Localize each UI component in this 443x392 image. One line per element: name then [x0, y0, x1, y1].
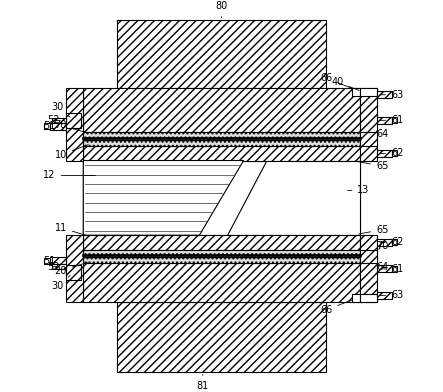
Bar: [66, 235, 83, 303]
Bar: [83, 263, 360, 303]
Text: 66: 66: [320, 300, 353, 315]
Text: 61: 61: [380, 264, 403, 274]
Bar: [377, 91, 392, 98]
Bar: [44, 123, 51, 129]
Bar: [83, 88, 360, 132]
Bar: [360, 235, 377, 303]
Bar: [352, 88, 360, 96]
Bar: [83, 132, 360, 145]
Text: 52: 52: [47, 115, 60, 125]
Bar: [377, 239, 392, 246]
Text: 10: 10: [55, 145, 88, 160]
Text: 63: 63: [380, 290, 403, 300]
Text: 81: 81: [197, 374, 209, 391]
Bar: [66, 113, 81, 128]
Bar: [392, 117, 397, 123]
Text: 11: 11: [55, 223, 88, 236]
Text: 62: 62: [380, 149, 403, 158]
Bar: [360, 88, 377, 160]
Text: 64: 64: [376, 262, 388, 272]
Bar: [360, 250, 377, 263]
Bar: [392, 266, 397, 272]
Bar: [392, 240, 397, 245]
Bar: [44, 258, 51, 264]
Bar: [392, 151, 397, 156]
Bar: [377, 265, 392, 272]
Bar: [360, 132, 377, 145]
Bar: [52, 118, 66, 123]
Text: 80: 80: [215, 1, 228, 18]
Polygon shape: [227, 160, 360, 235]
Text: 30: 30: [51, 276, 70, 291]
Text: 40: 40: [331, 77, 359, 91]
Bar: [83, 145, 360, 160]
Text: 62: 62: [380, 237, 403, 247]
Bar: [83, 160, 360, 235]
Bar: [360, 88, 377, 96]
Text: 51: 51: [43, 256, 56, 266]
Bar: [66, 265, 81, 280]
Bar: [52, 264, 66, 269]
Text: 66: 66: [320, 73, 353, 89]
Text: 65: 65: [359, 225, 389, 235]
Bar: [377, 292, 392, 299]
Text: 51: 51: [43, 121, 56, 131]
Text: 65: 65: [359, 161, 389, 171]
Text: 64: 64: [376, 129, 388, 139]
Text: 30: 30: [51, 102, 70, 117]
Bar: [83, 235, 360, 250]
Text: 12: 12: [43, 171, 95, 180]
Bar: [377, 117, 392, 124]
Bar: [117, 303, 326, 372]
Text: 63: 63: [380, 90, 403, 100]
Bar: [352, 294, 360, 303]
Bar: [66, 88, 83, 160]
Text: 52: 52: [47, 261, 60, 272]
Bar: [50, 123, 66, 130]
Text: 70: 70: [54, 120, 88, 133]
Bar: [117, 20, 326, 88]
Bar: [83, 250, 360, 263]
Text: 70: 70: [376, 241, 389, 251]
Bar: [50, 257, 66, 264]
Bar: [360, 294, 377, 303]
Text: 20: 20: [54, 262, 88, 276]
Text: 61: 61: [380, 115, 403, 125]
Text: 13: 13: [348, 185, 369, 195]
Polygon shape: [83, 160, 244, 235]
Bar: [377, 150, 392, 157]
